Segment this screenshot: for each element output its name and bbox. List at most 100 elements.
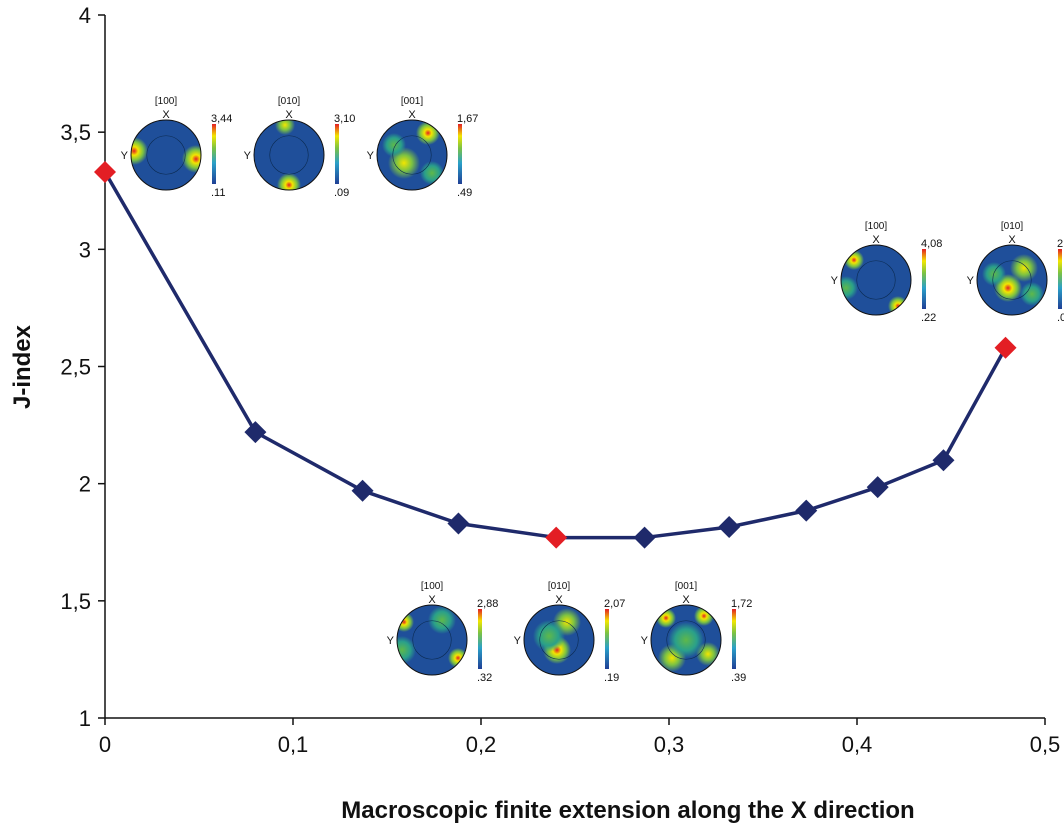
data-point [633,526,656,549]
pole-figure-y-axis-label: Y [121,150,129,162]
highlighted-data-point [545,526,568,549]
pole-figure-label: [010] [278,96,300,107]
data-point [718,516,741,539]
pole-figure-label: [100] [421,581,443,592]
y-axis-title: J-index [9,324,36,409]
pole-figure-label: [010] [1001,221,1023,232]
pole-figure-x-axis-label: X [162,109,170,121]
pole-figure-outline [396,604,468,676]
pole-figure-y-axis-label: Y [387,635,395,647]
pole-figure-color-scale [1058,249,1062,309]
data-point [932,449,955,472]
pole-figure-outline [650,604,722,676]
pole-figure-label: [100] [155,96,177,107]
pole-figure-outline [840,244,912,316]
pole-figure-color-scale [605,609,609,669]
pole-figure-y-axis-label: Y [831,275,839,287]
pole-figure-color-scale [212,124,216,184]
pole-figure: [001] X Y 1,72 .39 [641,581,753,684]
x-tick-label: 0,5 [1030,732,1061,757]
pole-figure: [100] X Y 4,08 .22 [831,221,943,324]
pole-figure-density [1020,282,1044,306]
y-tick-label: 2 [79,472,91,497]
pole-figure-outline [976,244,1048,316]
pole-figure-density [131,137,148,165]
pole-figure-max-value: 1,67 [457,113,478,125]
pole-figure-label: [001] [401,96,423,107]
pole-figure-y-axis-label: Y [514,635,522,647]
pole-figure-density [420,161,444,185]
pole-figure-y-axis-label: Y [244,150,252,162]
pole-figure: [010] X Y 2,6 .03 [967,221,1064,324]
x-tick-label: 0,1 [278,732,309,757]
pole-figure-x-axis-label: X [408,109,416,121]
y-tick-label: 4 [79,3,91,28]
x-axis-ticks: 0 0,1 0,2 0,3 0,4 0,5 [99,718,1060,757]
pole-figure-x-axis-label: X [1008,234,1016,246]
pole-figure-min-value: .22 [921,312,936,324]
pole-figure: [100] X Y 2,88 .32 [387,581,499,684]
pole-figure-max-value: 3,44 [211,113,232,125]
pole-figure-x-axis-label: X [682,594,690,606]
pole-figure-outline [523,604,595,676]
pole-figure-x-axis-label: X [555,594,563,606]
data-point [351,479,374,502]
pole-figure-label: [001] [675,581,697,592]
data-point [447,512,470,535]
pole-figure-density [533,620,565,652]
pole-figure: [010] X Y 2,07 .19 [514,581,626,684]
pole-figure-density [382,133,406,157]
pole-figure-label: [010] [548,581,570,592]
pole-figure-density [416,121,440,145]
y-tick-label: 1,5 [60,589,91,614]
pole-figure: [010] X Y 3,10 .09 [244,96,356,199]
highlighted-data-point [994,336,1017,359]
x-tick-label: 0,2 [466,732,497,757]
pole-figure: [001] X Y 1,67 .49 [367,96,479,199]
pole-figure-outline [253,119,325,191]
pole-figure-max-value: 2,88 [477,598,498,610]
y-tick-label: 2,5 [60,355,91,380]
data-point [244,421,267,444]
pole-figure-density [277,173,301,190]
pole-figure-color-scale [458,124,462,184]
pole-figure: [100] X Y 3,44 .11 [121,96,233,199]
pole-figure-density [397,636,416,664]
pole-figure-density [182,145,201,173]
pole-figure-density [982,262,1006,286]
pole-figure-max-value: 1,72 [731,598,752,610]
pole-figure-max-value: 3,10 [334,113,355,125]
pole-figure-x-axis-label: X [428,594,436,606]
pole-figure-color-scale [478,609,482,669]
pole-figure-min-value: .19 [604,672,619,684]
data-point [866,476,889,499]
pole-figure-insets: [100] X Y 3,44 .11 [010] X Y 3,10 .09 [001] X Y 1,67.… [121,96,1064,684]
pole-figure-density [1010,254,1038,282]
x-axis-title: Macroscopic finite extension along the X… [341,797,914,824]
y-axis-ticks: 1 1,5 2 2,5 3 3,5 4 [60,3,105,731]
x-tick-label: 0,3 [654,732,685,757]
pole-figure-color-scale [732,609,736,669]
series-markers [94,161,1017,549]
pole-figure-outline [130,119,202,191]
data-point [795,499,818,522]
pole-figure-y-axis-label: Y [967,275,975,287]
pole-figure-outline [376,119,448,191]
pole-figure-max-value: 4,08 [921,238,942,250]
x-tick-label: 0 [99,732,111,757]
pole-figure-density [397,612,414,632]
y-tick-label: 1 [79,706,91,731]
pole-figure-density [668,622,704,658]
pole-figure-density [275,120,295,135]
pole-figure-y-axis-label: Y [641,635,649,647]
pole-figure-min-value: .32 [477,672,492,684]
x-tick-label: 0,4 [842,732,873,757]
pole-figure-disc [131,120,201,190]
pole-figure-disc [254,120,324,190]
y-tick-label: 3,5 [60,120,91,145]
pole-figure-min-value: .39 [731,672,746,684]
y-tick-label: 3 [79,237,91,262]
pole-figure-max-value: 2,07 [604,598,625,610]
highlighted-data-point [94,161,116,184]
pole-figure-x-axis-label: X [285,109,293,121]
